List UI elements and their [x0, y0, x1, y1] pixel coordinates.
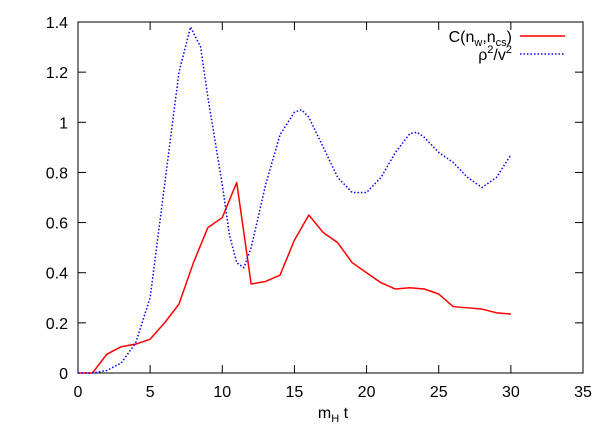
x-tick-label: 0 — [74, 384, 83, 401]
x-tick-label: 5 — [146, 384, 155, 401]
series-2 — [78, 26, 512, 374]
x-axis-label: mH t — [318, 405, 349, 425]
y-tick-label: 1 — [59, 115, 68, 132]
plot-frame — [77, 21, 584, 374]
x-axis-ticks: 0 5 10 15 20 25 30 35 — [74, 22, 592, 401]
series-line-1 — [78, 181, 511, 374]
x-tick-label: 25 — [430, 384, 448, 401]
y-tick-label: 0.6 — [46, 216, 68, 233]
legend-label-series-2: ρ2/v2 — [478, 44, 512, 64]
series-layer — [78, 26, 512, 374]
x-tick-label: 20 — [358, 384, 376, 401]
y-tick-label: 0.2 — [46, 316, 68, 333]
series-line-2 — [78, 26, 512, 374]
legend-label-series-1: C(nw,ncs) — [449, 29, 512, 49]
legend: C(nw,ncs) ρ2/v2 — [449, 29, 565, 64]
x-tick-label: 30 — [502, 384, 520, 401]
y-tick-label: 0.4 — [46, 266, 68, 283]
x-tick-label: 35 — [574, 384, 592, 401]
y-tick-label: 0 — [59, 366, 68, 383]
series-1 — [78, 181, 511, 374]
y-tick-label: 0.8 — [46, 165, 68, 182]
y-axis-ticks: 0 0.2 0.4 0.6 0.8 1 1.2 1.4 — [46, 15, 583, 383]
x-tick-label: 10 — [213, 384, 231, 401]
y-tick-label: 1.2 — [46, 65, 68, 82]
x-tick-label: 15 — [286, 384, 304, 401]
y-tick-label: 1.4 — [46, 15, 68, 32]
